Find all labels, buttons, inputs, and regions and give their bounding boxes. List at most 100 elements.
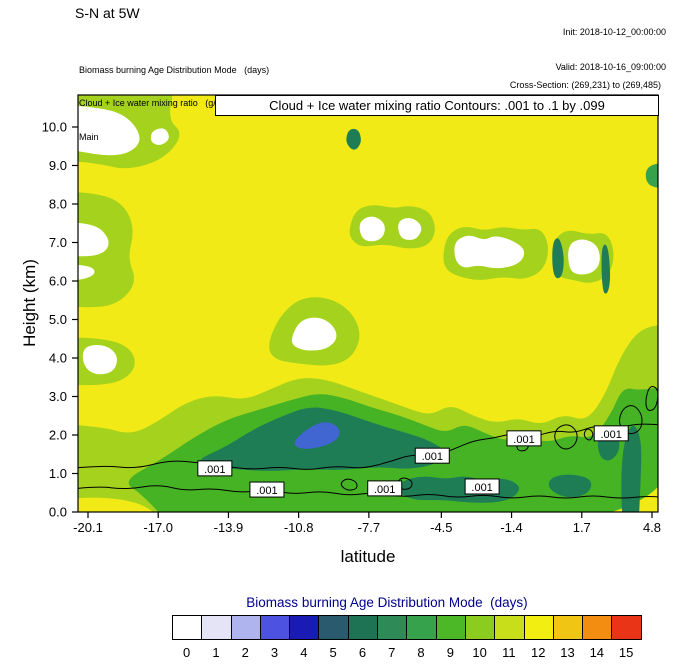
colorbar-cell (347, 615, 379, 640)
colorbar-cell (435, 615, 466, 640)
y-tick-label: 9.0 (49, 158, 67, 173)
colorbar-tick-label: 3 (270, 645, 279, 660)
y-tick-label: 1.0 (49, 466, 67, 481)
contour-label-box (593, 425, 629, 442)
y-tick-label: 10.0 (42, 120, 67, 135)
contour-label-text: .001 (601, 429, 622, 441)
colorbar-cell (523, 615, 554, 640)
colorbar-tick-label: 15 (618, 645, 634, 660)
colorbar-cell (406, 615, 437, 640)
colorbar-tick-label: 0 (183, 645, 191, 660)
colorbar-cell (611, 615, 642, 640)
colorbar (172, 615, 642, 640)
x-tick-label: -1.4 (500, 520, 522, 535)
contour-label-text: .001 (513, 434, 534, 446)
x-tick-label: -10.8 (284, 520, 314, 535)
colorbar-cell (318, 615, 349, 640)
colorbar-tick-label: 4 (300, 645, 308, 660)
colorbar-cell (259, 615, 291, 640)
colorbar-cell (464, 615, 496, 640)
contour-line (554, 424, 578, 450)
region-fareast-7km-dark-strip-east (601, 244, 611, 294)
contour-label-text: .001 (204, 464, 225, 476)
colorbar-cell (230, 615, 261, 640)
colorbar-tick-label: 14 (589, 645, 605, 660)
colorbar-tick-label: 12 (530, 645, 546, 660)
y-tick-label: 3.0 (49, 389, 67, 404)
y-tick-label: 5.0 (49, 312, 67, 327)
colorbar-cell (172, 615, 203, 640)
region-left-mid-white (78, 222, 109, 257)
x-tick-label: 1.7 (573, 520, 591, 535)
region-mid-7km-white-east (398, 217, 422, 240)
region-mid-7km-white-west (359, 216, 385, 242)
plot-field: .001 .001 .001 .001 .001 .001 .001 (78, 95, 658, 512)
y-tick-label: 0.0 (49, 505, 67, 520)
y-tick-label: 4.0 (49, 351, 67, 366)
colorbar-cell (201, 615, 232, 640)
region-fareast-7km-dark-strip-west (552, 238, 564, 279)
contour-label-text: .001 (471, 482, 492, 494)
colorbar-tick-label: 1 (212, 645, 220, 660)
contour-label-box (367, 480, 403, 497)
x-tick-label: 4.8 (643, 520, 661, 535)
x-tick-label: -4.5 (430, 520, 452, 535)
contour-label-box (249, 481, 285, 498)
field-line-1: Biomass burning Age Distribution Mode (d… (79, 64, 270, 75)
colorbar-cell (377, 615, 408, 640)
init-time: Init: 2018-10-12_00:00:00 (562, 27, 666, 38)
valid-time: Valid: 2018-10-16_09:00:00 (555, 62, 666, 73)
cross-section-coords: Cross-Section: (269,231) to (269,485) (509, 80, 661, 90)
x-tick-label: -7.7 (358, 520, 380, 535)
page-title: S-N at 5W (75, 5, 140, 21)
y-tick-label: 7.0 (49, 235, 67, 250)
region-fareast-7km-white (568, 239, 600, 275)
init-valid-block: Init: 2018-10-12_00:00:00 Valid: 2018-10… (556, 4, 666, 98)
region-left-mid-white-low (78, 264, 95, 280)
region-left-low-white (82, 345, 117, 375)
region-right-edge-green-notch (645, 163, 658, 188)
colorbar-cell (289, 615, 320, 640)
colorbar-cell (582, 615, 613, 640)
contour-label-text: .001 (256, 485, 277, 497)
contour-info-box: Cloud + Ice water mixing ratio Contours:… (215, 95, 659, 116)
region-top-center-dark-green-spot (346, 128, 361, 150)
colorbar-cell (552, 615, 584, 640)
region-right-column-dark-green (621, 425, 642, 512)
y-tick-label: 8.0 (49, 197, 67, 212)
region-below-band-dark-green-east (548, 474, 592, 498)
contour-line (583, 428, 594, 441)
colorbar-tick-label: 10 (472, 645, 487, 660)
contour-label-text: .001 (422, 451, 443, 463)
colorbar-title: Biomass burning Age Distribution Mode (d… (246, 595, 528, 610)
x-tick-label: -17.0 (143, 520, 173, 535)
region-right-7km-white (454, 235, 525, 269)
colorbar-tick-label: 9 (446, 645, 454, 660)
colorbar-tick-label: 5 (329, 645, 337, 660)
contour-label-box (464, 478, 500, 495)
contour-line (645, 386, 658, 411)
contour-label-box (506, 430, 542, 447)
region-center-white-5km (291, 317, 337, 351)
region-bottom-left-yellow-wedge (78, 497, 153, 512)
contour-label-text: .001 (374, 484, 395, 496)
y-tick-label: 6.0 (49, 274, 67, 289)
region-band-core-blue (294, 422, 340, 449)
x-tick-label: -13.9 (214, 520, 244, 535)
region-below-band-dark-green-west (399, 476, 520, 503)
x-tick-label: -20.1 (73, 520, 103, 535)
colorbar-tick-labels: 0 1 2 3 4 5 6 7 8 9 10 11 12 13 14 15 (172, 645, 641, 660)
field-line-3: Main (79, 132, 99, 142)
colorbar-tick-label: 6 (358, 645, 367, 660)
y-tick-label: 2.0 (49, 428, 67, 443)
colorbar-tick-label: 13 (560, 645, 575, 660)
colorbar-tick-label: 8 (417, 645, 425, 660)
colorbar-tick-label: 11 (502, 645, 516, 660)
contour-label-box (414, 447, 450, 464)
region-topleft-white (78, 105, 140, 156)
region-left-mid-light-green (78, 192, 134, 308)
y-axis-label: Height (km) (20, 259, 39, 347)
region-topleft-white-notch (150, 128, 169, 145)
